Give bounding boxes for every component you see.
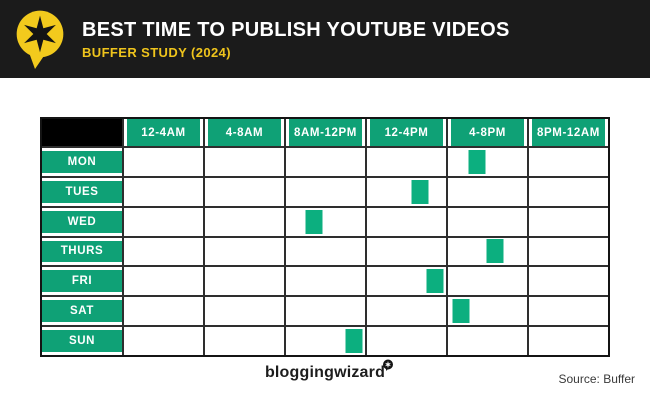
slot-cell-wed-12-4pm xyxy=(367,207,446,236)
page-title: BEST TIME TO PUBLISH YOUTUBE VIDEOS xyxy=(82,18,510,41)
slot-cell-sun-12-4am xyxy=(124,327,203,355)
column-header-label: 8AM-12PM xyxy=(289,119,362,146)
page-subtitle: BUFFER STUDY (2024) xyxy=(82,44,231,60)
slot-cell-sun-4-8pm xyxy=(448,327,527,355)
day-label: SUN xyxy=(42,330,122,352)
day-label: FRI xyxy=(42,270,122,293)
source-label: Source: Buffer xyxy=(558,372,636,386)
day-label: THURS xyxy=(42,240,122,263)
schedule-grid: 12-4AM 4-8AM 8AM-12PM 12-4PM 4-8PM 8PM-12AM MO… xyxy=(42,119,608,355)
slot-cell-sun-12-4pm xyxy=(367,327,446,355)
slot-cell-fri-4-8am xyxy=(205,267,284,296)
column-header-label: 12-4PM xyxy=(370,119,443,146)
slot-cell-fri-12-4pm xyxy=(367,267,446,296)
slot-cell-wed-4-8am xyxy=(205,207,284,236)
slot-cell-mon-12-4am xyxy=(124,148,203,176)
best-time-marker xyxy=(411,179,429,204)
slot-cell-wed-12-4am xyxy=(124,207,203,236)
slot-cell-wed-4-8pm xyxy=(448,207,527,236)
day-label-sun: SUN xyxy=(42,327,122,355)
slot-cell-mon-12-4pm xyxy=(367,148,446,176)
header-bar: BEST TIME TO PUBLISH YOUTUBE VIDEOS BUFF… xyxy=(0,0,650,78)
slot-cell-sat-4-8pm xyxy=(448,297,527,326)
slot-cell-mon-8pm-12am xyxy=(529,148,608,176)
slot-cell-fri-8am-12pm xyxy=(286,267,365,296)
column-header-label: 12-4AM xyxy=(127,119,200,146)
slot-cell-sat-8pm-12am xyxy=(529,297,608,326)
best-time-marker xyxy=(426,269,444,294)
slot-cell-wed-8pm-12am xyxy=(529,207,608,236)
slot-cell-thurs-12-4pm xyxy=(367,237,446,266)
slot-cell-thurs-8pm-12am xyxy=(529,237,608,266)
best-time-marker xyxy=(452,299,470,324)
slot-cell-mon-4-8pm xyxy=(448,148,527,176)
day-label-tues: TUES xyxy=(42,177,122,206)
day-label: SAT xyxy=(42,300,122,323)
column-header-8pm-12am: 8PM-12AM xyxy=(529,119,608,146)
schedule-table: 12-4AM 4-8AM 8AM-12PM 12-4PM 4-8PM 8PM-12AM MO… xyxy=(40,117,610,357)
slot-cell-thurs-12-4am xyxy=(124,237,203,266)
column-header-4-8am: 4-8AM xyxy=(205,119,284,146)
slot-cell-thurs-4-8am xyxy=(205,237,284,266)
slot-cell-mon-8am-12pm xyxy=(286,148,365,176)
slot-cell-fri-4-8pm xyxy=(448,267,527,296)
slot-cell-tues-8am-12pm xyxy=(286,177,365,206)
slot-cell-thurs-4-8pm xyxy=(448,237,527,266)
column-header-label: 4-8AM xyxy=(208,119,281,146)
column-header-4-8pm: 4-8PM xyxy=(448,119,527,146)
slot-cell-fri-8pm-12am xyxy=(529,267,608,296)
day-label-mon: MON xyxy=(42,148,122,176)
day-label: TUES xyxy=(42,180,122,203)
speech-bubble-star-badge-icon xyxy=(382,358,394,371)
title-block: BEST TIME TO PUBLISH YOUTUBE VIDEOS BUFF… xyxy=(82,19,510,60)
slot-cell-fri-12-4am xyxy=(124,267,203,296)
brand-logo-icon xyxy=(10,4,70,74)
footer-brand: bloggingwizard xyxy=(0,359,650,382)
corner-cell xyxy=(42,119,122,146)
column-header-12-4am: 12-4AM xyxy=(124,119,203,146)
day-label-fri: FRI xyxy=(42,267,122,296)
best-time-marker xyxy=(468,149,486,174)
slot-cell-tues-12-4am xyxy=(124,177,203,206)
column-header-label: 4-8PM xyxy=(451,119,524,146)
slot-cell-sun-4-8am xyxy=(205,327,284,355)
slot-cell-tues-4-8pm xyxy=(448,177,527,206)
day-label-thurs: THURS xyxy=(42,237,122,266)
slot-cell-tues-4-8am xyxy=(205,177,284,206)
best-time-marker xyxy=(486,239,504,264)
slot-cell-mon-4-8am xyxy=(205,148,284,176)
slot-cell-sat-8am-12pm xyxy=(286,297,365,326)
brand-wordmark: bloggingwizard xyxy=(265,359,394,382)
day-label-sat: SAT xyxy=(42,297,122,326)
slot-cell-thurs-8am-12pm xyxy=(286,237,365,266)
slot-cell-wed-8am-12pm xyxy=(286,207,365,236)
slot-cell-sun-8pm-12am xyxy=(529,327,608,355)
slot-cell-tues-8pm-12am xyxy=(529,177,608,206)
best-time-marker xyxy=(305,209,323,234)
slot-cell-sat-12-4pm xyxy=(367,297,446,326)
day-label: WED xyxy=(42,210,122,233)
column-header-8am-12pm: 8AM-12PM xyxy=(286,119,365,146)
slot-cell-sat-4-8am xyxy=(205,297,284,326)
slot-cell-sat-12-4am xyxy=(124,297,203,326)
column-header-label: 8PM-12AM xyxy=(532,119,605,146)
column-header-12-4pm: 12-4PM xyxy=(367,119,446,146)
slot-cell-sun-8am-12pm xyxy=(286,327,365,355)
day-label: MON xyxy=(42,151,122,173)
best-time-marker xyxy=(345,329,363,354)
slot-cell-tues-12-4pm xyxy=(367,177,446,206)
day-label-wed: WED xyxy=(42,207,122,236)
